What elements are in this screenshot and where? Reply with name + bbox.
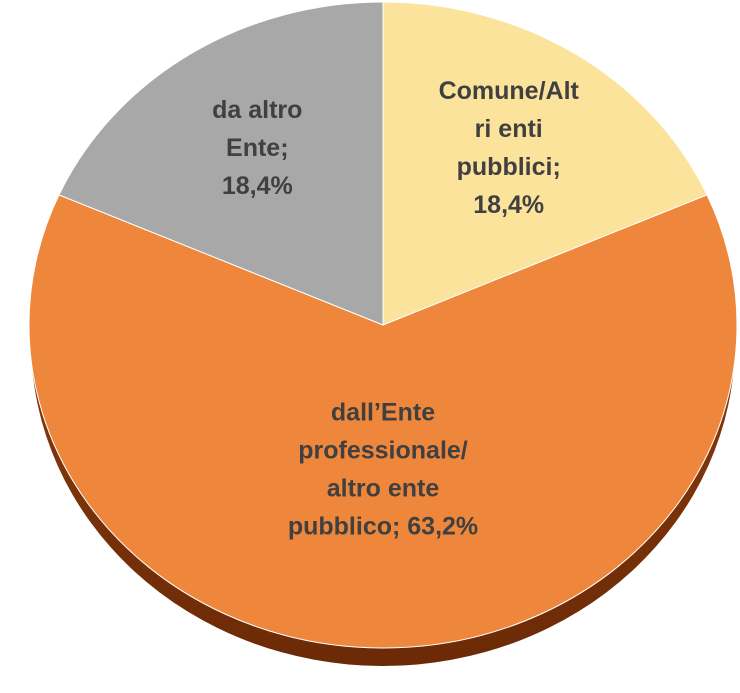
slice-label-line: 18,4%	[473, 191, 544, 219]
slice-label-line: pubblici;	[457, 153, 561, 181]
slice-label-line: Ente;	[226, 134, 289, 162]
slice-label-line: 18,4%	[222, 172, 293, 200]
slice-label-line: altro ente	[327, 474, 440, 502]
slice-label: Comune/Alt ri enti pubblici; 18,4%	[439, 77, 580, 219]
slice-label: dall’Ente professionale/altro ente pubblic…	[288, 398, 478, 540]
pie-slice	[58, 1, 384, 326]
slice-label-line: da altro	[212, 96, 302, 124]
slice-label: da altro Ente; 18,4%	[212, 96, 302, 200]
slice-label-line: ri enti	[475, 115, 543, 143]
slice-label-line: dall’Ente	[331, 398, 435, 426]
slice-label-line: professionale/	[298, 436, 468, 464]
slice-label-line: Comune/Alt	[439, 77, 580, 105]
pie-slice	[28, 194, 738, 649]
pie-slice	[382, 1, 708, 326]
slice-label-line: pubblico; 63,2%	[288, 512, 478, 540]
